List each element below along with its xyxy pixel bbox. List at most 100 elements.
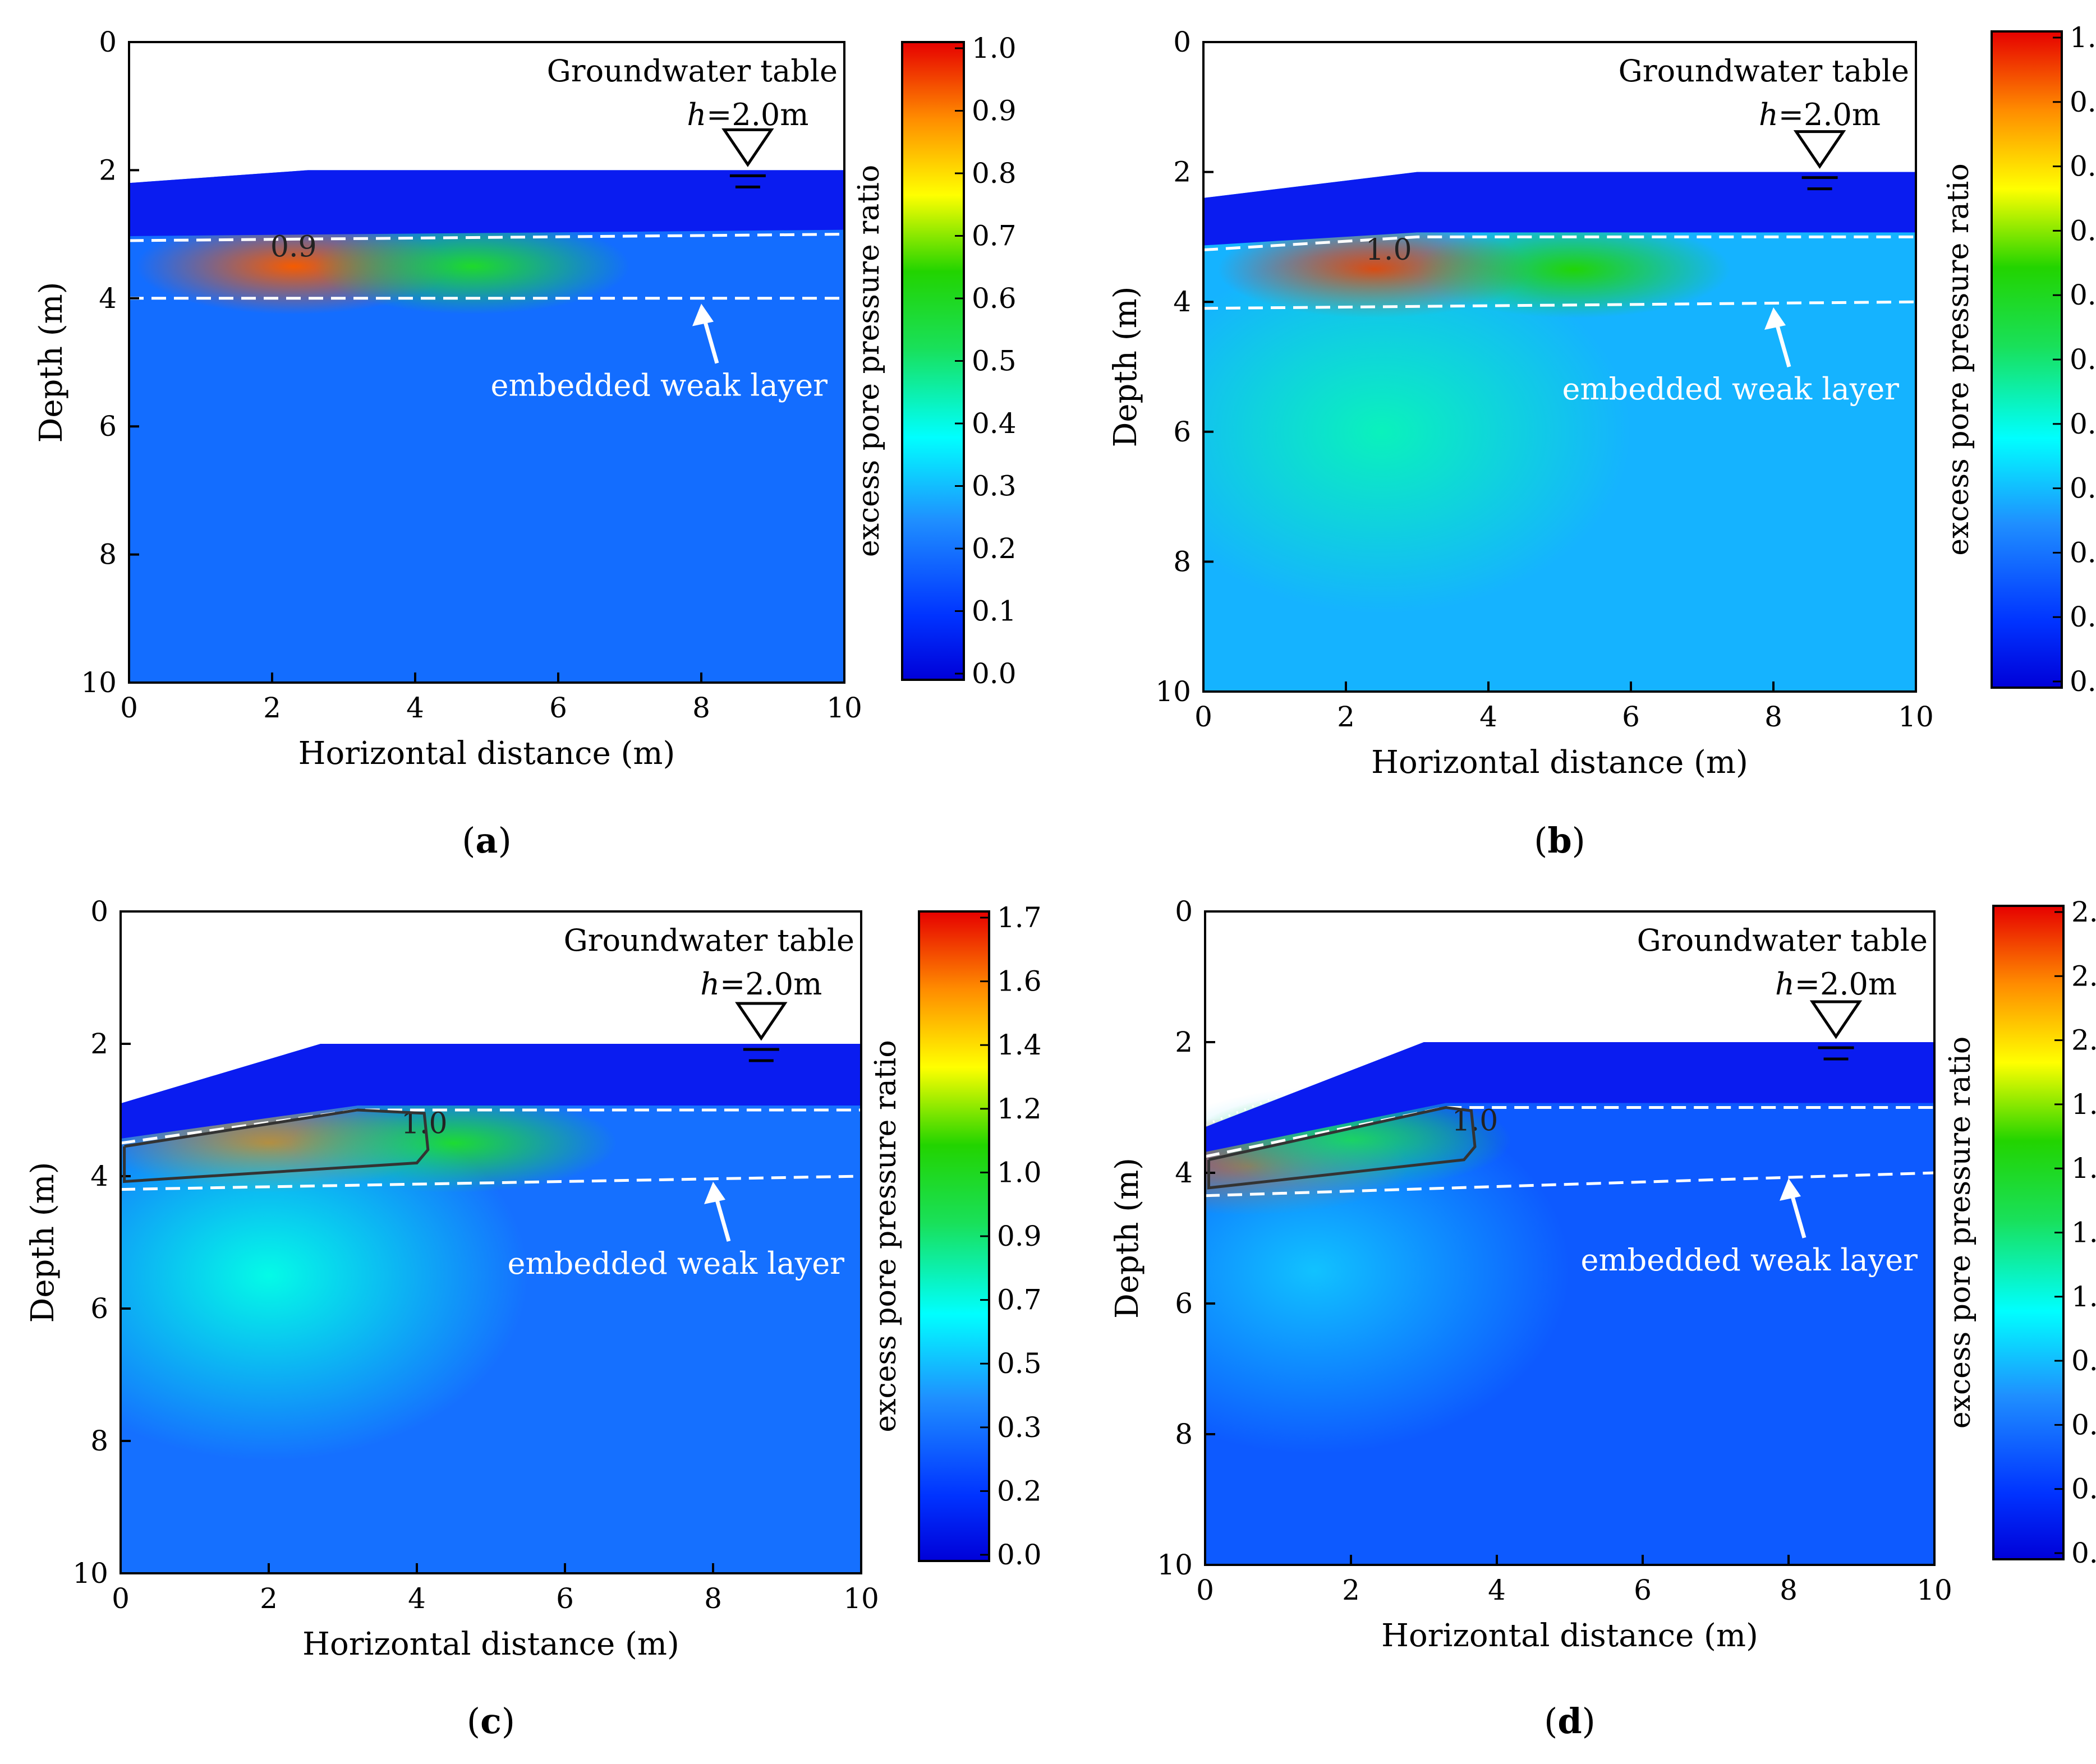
panel-label-close: ) (1572, 820, 1585, 861)
weak-layer-arrow-shaft (1773, 319, 1791, 367)
groundwater-table-label: Groundwater table (564, 923, 854, 958)
x-tick-label: 2 (1337, 701, 1355, 733)
colorbar-title: excess pore pressure ratio (1943, 1037, 1977, 1429)
colorbar-tick-label: 0.7 (972, 220, 1017, 252)
y-tick-label: 6 (1173, 416, 1191, 448)
water-level-value: =2.0m (720, 966, 822, 1002)
colorbar-tick-label: 0.9 (972, 95, 1017, 127)
contour-field (129, 42, 844, 683)
contour-field (121, 911, 861, 1573)
y-tick-label: 10 (72, 1557, 108, 1590)
water-table-symbol (721, 128, 774, 167)
y-axis-title: Depth (m) (33, 282, 70, 443)
colorbar-tick-label: 0.0 (2070, 665, 2096, 698)
panel-label-letter: b (1547, 820, 1571, 861)
weak-layer-bottom-line (1203, 300, 1916, 310)
panel-label-close: ) (1582, 1701, 1596, 1742)
groundwater-table-label: Groundwater table (1619, 53, 1909, 89)
x-tick-label: 8 (704, 1582, 722, 1615)
y-axis-title: Depth (m) (25, 1162, 61, 1323)
panel-label-letter: a (475, 820, 498, 861)
weak-layer-arrow-shaft (713, 1193, 731, 1242)
water-table-symbol (1809, 1000, 1863, 1039)
pressure-bubble (315, 218, 630, 315)
colorbar-tick-label: 1.0 (2070, 21, 2096, 54)
colorbar-title: excess pore pressure ratio (852, 165, 886, 557)
contour-field (1205, 911, 1934, 1565)
colorbar-tick-label: 0.3 (2071, 1473, 2096, 1505)
x-tick-label: 0 (112, 1582, 130, 1615)
x-tick-label: 8 (692, 692, 710, 724)
x-tick-label: 2 (260, 1582, 278, 1615)
x-tick-label: 10 (843, 1582, 879, 1615)
colorbar-tick-label: 0.5 (2070, 343, 2096, 376)
x-tick-label: 8 (1764, 701, 1782, 733)
y-tick-label: 10 (1157, 1549, 1193, 1581)
colorbar-tick-label: 0.8 (2070, 150, 2096, 183)
y-tick-label: 8 (1173, 545, 1191, 578)
plot-frame (1202, 41, 1917, 693)
colorbar-tick-label: 2.7 (2071, 896, 2096, 928)
panel-label-close: ) (502, 1701, 515, 1742)
x-tick-label: 4 (406, 692, 424, 724)
y-tick-label: 4 (1175, 1157, 1193, 1189)
x-tick-label: 10 (826, 692, 862, 724)
colorbar-title: excess pore pressure ratio (869, 1040, 903, 1432)
weak-layer-arrow-head (704, 1181, 725, 1204)
colorbar (1992, 905, 2065, 1560)
x-tick-label: 0 (1196, 1574, 1214, 1606)
colorbar-tick-label: 0.0 (972, 657, 1017, 690)
y-tick-label: 6 (1175, 1287, 1193, 1320)
x-tick-label: 4 (1488, 1574, 1506, 1606)
unsaturated-crust (121, 1044, 861, 1139)
panel-label-letter: d (1557, 1701, 1582, 1742)
x-axis-title: Horizontal distance (m) (1381, 1618, 1758, 1654)
colorbar-tick-label: 0.2 (997, 1475, 1042, 1507)
colorbar-tick-label: 0.7 (2070, 214, 2096, 247)
unsaturated-crust (1205, 1042, 1934, 1152)
colorbar (918, 910, 990, 1562)
colorbar-tick-label: 0.7 (997, 1284, 1042, 1316)
y-tick-label: 4 (99, 282, 117, 315)
weak-layer-label: embedded weak layer (490, 368, 828, 403)
panel-label: (d) (1544, 1701, 1596, 1742)
x-axis-title: Horizontal distance (m) (302, 1626, 679, 1662)
weak-layer-arrow-shaft (1789, 1190, 1807, 1238)
water-level-value: =2.0m (706, 97, 808, 132)
colorbar-tick-label: 1.0 (997, 1156, 1042, 1189)
ground-surface-line (1203, 168, 1916, 197)
weak-layer-label: embedded weak layer (1580, 1242, 1918, 1278)
unsaturated-crust (1203, 172, 1916, 246)
x-tick-label: 4 (1479, 701, 1497, 733)
water-table-symbol (1793, 130, 1846, 169)
y-tick-label: 4 (1173, 285, 1191, 318)
panel-label: (b) (1534, 820, 1585, 861)
colorbar-tick-label: 0.5 (972, 345, 1017, 377)
colorbar-tick-label: 1.6 (2071, 1152, 2096, 1185)
panel-label-open: ( (1534, 820, 1547, 861)
x-tick-label: 6 (556, 1582, 574, 1615)
unsaturated-crust (129, 170, 844, 237)
colorbar-tick-label: 0.9 (997, 1220, 1042, 1252)
colorbar-tick-label: 0.3 (2070, 472, 2096, 505)
water-level-value: =2.0m (1778, 97, 1881, 132)
weak-layer-arrow-head (1764, 307, 1786, 330)
colorbar-tick-label: 1.2 (997, 1093, 1042, 1125)
y-tick-label: 2 (99, 154, 117, 186)
colorbar-tick-label: 0.1 (972, 595, 1017, 628)
x-tick-label: 6 (549, 692, 567, 724)
y-tick-label: 10 (1155, 675, 1191, 708)
x-tick-label: 2 (1342, 1574, 1360, 1606)
y-tick-label: 2 (1175, 1026, 1193, 1058)
x-tick-label: 0 (1194, 701, 1212, 733)
colorbar-tick-label: 1.1 (2071, 1281, 2096, 1313)
contour-line (1207, 1106, 1477, 1190)
colorbar-tick-label: 0.4 (2070, 408, 2096, 440)
colorbar-tick-label: 0.2 (2070, 536, 2096, 569)
colorbar-tick-label: 2.2 (2071, 1024, 2096, 1057)
x-axis-title: Horizontal distance (m) (298, 735, 675, 772)
weak-layer-top-line (129, 233, 844, 242)
y-tick-label: 0 (90, 895, 108, 928)
